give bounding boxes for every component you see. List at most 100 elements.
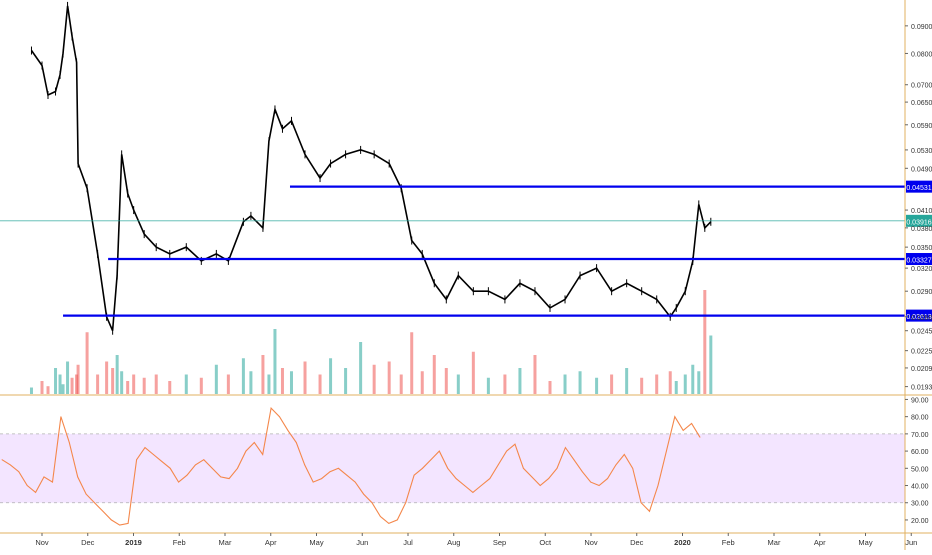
- volume-bar: [318, 374, 322, 394]
- time-tick-label: Jun: [356, 538, 368, 547]
- price-tick-label: 0.01930: [911, 385, 932, 392]
- oscillator-point: [203, 459, 205, 461]
- oscillator-point: [598, 485, 600, 486]
- oscillator-point: [237, 467, 238, 469]
- oscillator-point: [413, 474, 415, 476]
- volume-bar: [703, 290, 707, 394]
- oscillator-point: [649, 510, 650, 512]
- volume-bar: [75, 374, 79, 394]
- oscillator-point: [186, 474, 188, 476]
- volume-bar: [610, 374, 614, 394]
- oscillator-point: [110, 519, 112, 521]
- volume-bar: [249, 371, 253, 394]
- oscillator-point: [447, 467, 449, 469]
- oscillator-point: [682, 430, 684, 431]
- oscillator-point: [607, 478, 608, 479]
- oscillator-point: [270, 407, 272, 409]
- time-tick-label: Sep: [493, 538, 506, 547]
- oscillator-point: [430, 459, 432, 461]
- volume-bar: [241, 358, 245, 394]
- volume-bar: [29, 387, 33, 394]
- volume-bar: [668, 371, 672, 394]
- oscillator-point: [531, 476, 533, 478]
- last-price-label: 0.03916: [906, 219, 931, 226]
- oscillator-band: [0, 433, 905, 503]
- oscillator-point: [506, 450, 507, 452]
- oscillator-point: [422, 467, 423, 469]
- oscillator-point: [52, 481, 53, 483]
- volume-bar: [273, 329, 277, 394]
- volume-bar: [280, 368, 284, 394]
- oscillator-point: [590, 481, 592, 483]
- oscillator-point: [329, 471, 331, 473]
- level-price-label: 0.04531: [906, 185, 931, 192]
- volume-bar: [289, 371, 293, 394]
- oscillator-point: [548, 478, 549, 479]
- oscillator-point: [380, 516, 381, 517]
- oscillator-point: [153, 454, 154, 455]
- volume-bar: [503, 374, 507, 394]
- volume-bar: [199, 377, 203, 394]
- time-tick-label: Feb: [173, 538, 186, 547]
- oscillator-point: [211, 467, 213, 469]
- oscillator-point: [489, 478, 491, 479]
- oscillator-point: [77, 476, 79, 478]
- oscillator-tick-label: 80.00: [911, 415, 929, 422]
- volume-bar: [625, 368, 629, 394]
- volume-bar: [578, 371, 582, 394]
- oscillator-point: [388, 523, 390, 524]
- volume-bar: [456, 374, 460, 394]
- oscillator-point: [279, 416, 280, 418]
- oscillator-point: [161, 461, 163, 462]
- volume-bar: [410, 332, 414, 394]
- oscillator-point: [674, 416, 676, 418]
- volume-bar: [120, 371, 124, 394]
- volume-bar: [709, 335, 713, 394]
- volume-bar: [132, 374, 136, 394]
- time-tick-label: 2020: [674, 538, 691, 547]
- volume-bar: [126, 381, 130, 394]
- volume-bar: [111, 368, 115, 394]
- oscillator-point: [623, 454, 625, 455]
- oscillator-point: [354, 481, 356, 483]
- time-tick-label: Dec: [630, 538, 644, 547]
- oscillator-point: [691, 423, 692, 424]
- oscillator-point: [1, 459, 3, 461]
- oscillator-point: [666, 450, 667, 452]
- volume-bar: [58, 374, 62, 394]
- price-panel[interactable]: [0, 1, 905, 394]
- level-price-label: 0.02613: [906, 314, 931, 321]
- oscillator-point: [43, 476, 45, 478]
- volume-bar: [267, 374, 271, 394]
- oscillator-panel[interactable]: [0, 406, 905, 526]
- time-tick-label: May: [309, 538, 323, 547]
- volume-bar: [359, 342, 363, 394]
- oscillator-point: [539, 485, 541, 486]
- volume-bar: [344, 368, 348, 394]
- oscillator-point: [565, 447, 566, 448]
- oscillator-point: [497, 464, 499, 466]
- time-tick-label: Dec: [81, 538, 95, 547]
- volume-bar: [444, 368, 448, 394]
- volume-bar: [214, 364, 218, 394]
- volume-bar: [640, 377, 644, 394]
- volume-bar: [372, 364, 376, 394]
- volume-bar: [142, 377, 146, 394]
- time-tick-label: Jun: [905, 538, 917, 547]
- oscillator-point: [169, 467, 171, 469]
- oscillator-point: [35, 492, 36, 493]
- volume-bar: [226, 374, 230, 394]
- level-price-tag: [906, 309, 932, 322]
- oscillator-point: [68, 442, 70, 443]
